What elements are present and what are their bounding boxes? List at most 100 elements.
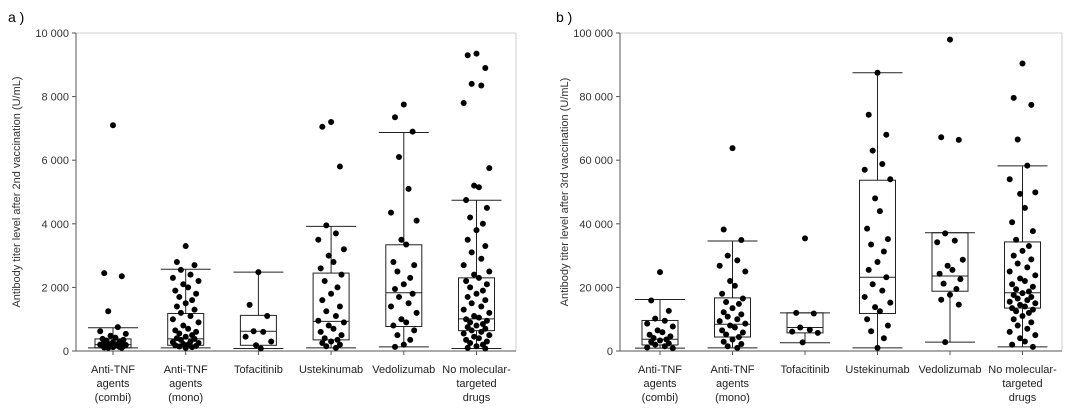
data-point	[478, 303, 485, 310]
data-point	[413, 309, 420, 316]
data-point	[195, 278, 202, 285]
data-point	[464, 52, 471, 59]
data-point	[464, 236, 471, 243]
data-point	[1017, 301, 1024, 308]
data-point	[1019, 290, 1026, 297]
data-point	[468, 249, 475, 256]
data-point	[398, 236, 405, 243]
data-point	[727, 278, 734, 285]
data-point	[471, 182, 478, 189]
panel-a: a ) 0 2 000 4 000 6 000 8 000 10 000 Antibody t…	[8, 9, 517, 404]
data-point	[460, 306, 467, 313]
data-point	[938, 134, 945, 141]
data-point	[180, 322, 187, 329]
data-point	[957, 276, 964, 283]
category-label: Anti-TNF	[711, 364, 755, 376]
data-point	[738, 237, 745, 244]
data-point	[486, 332, 493, 339]
data-point	[315, 236, 322, 243]
data-point	[479, 320, 486, 327]
data-point	[1028, 293, 1035, 300]
data-point	[242, 333, 249, 340]
data-point	[189, 297, 196, 304]
data-point	[463, 316, 470, 323]
data-point	[336, 341, 343, 348]
data-point	[1009, 305, 1016, 312]
y-tick-label: 4 000	[41, 219, 69, 231]
data-point	[1028, 256, 1035, 263]
data-point	[411, 327, 418, 334]
data-point	[1013, 286, 1020, 293]
y-tick-label: 80 000	[579, 92, 613, 104]
data-point	[951, 237, 958, 244]
data-point	[810, 310, 817, 317]
data-point	[799, 339, 806, 346]
data-point	[336, 163, 343, 170]
box-iqr	[859, 179, 896, 314]
data-point	[669, 323, 676, 330]
data-point	[1025, 309, 1032, 316]
data-point	[255, 269, 262, 276]
data-point	[323, 308, 330, 315]
data-point	[661, 317, 668, 324]
data-point	[1010, 94, 1017, 101]
data-point	[734, 316, 741, 323]
data-point	[101, 270, 108, 277]
data-point	[486, 268, 493, 275]
data-point	[246, 301, 253, 308]
data-point	[482, 64, 489, 71]
data-point	[177, 266, 184, 273]
data-point	[464, 344, 471, 351]
data-point	[407, 274, 414, 281]
data-point	[325, 252, 332, 259]
data-point	[865, 266, 872, 273]
data-point	[947, 291, 953, 298]
data-point	[463, 278, 470, 285]
data-point	[463, 336, 470, 343]
data-point	[334, 284, 341, 291]
y-tick-label: 20 000	[579, 282, 613, 294]
data-point	[332, 313, 339, 320]
data-point	[652, 341, 659, 348]
data-point	[253, 342, 259, 349]
data-point	[398, 316, 405, 323]
data-point	[727, 322, 734, 329]
category-label: No molecular-	[988, 364, 1057, 376]
data-point	[328, 338, 335, 345]
data-point	[657, 337, 663, 344]
y-tick-label: 8 000	[41, 92, 69, 104]
data-point	[731, 282, 738, 289]
data-point	[1006, 298, 1013, 305]
data-point	[330, 325, 337, 332]
data-point	[483, 317, 490, 324]
data-point	[716, 318, 723, 325]
data-point	[176, 343, 183, 350]
data-point	[482, 325, 489, 332]
data-point	[400, 281, 407, 288]
data-point	[479, 220, 486, 227]
data-point	[323, 222, 330, 229]
data-point	[332, 344, 339, 351]
category-label: targeted	[1002, 378, 1042, 390]
data-point	[884, 236, 891, 243]
y-tick-label: 10 000	[35, 28, 69, 40]
data-point	[475, 274, 482, 281]
data-point	[1021, 338, 1028, 345]
data-point	[644, 320, 651, 327]
data-point	[460, 262, 467, 269]
data-point	[723, 331, 730, 338]
data-point	[1009, 281, 1016, 288]
data-point	[338, 332, 345, 339]
y-tick-label: 2 000	[41, 282, 69, 294]
data-point	[409, 290, 416, 297]
data-point	[887, 299, 894, 306]
data-point	[1006, 268, 1013, 275]
data-point	[654, 327, 661, 334]
data-point	[724, 343, 731, 350]
category-label: Ustekinumab	[845, 364, 909, 376]
data-point	[392, 285, 398, 292]
data-point	[806, 326, 813, 333]
y-tick-label: 40 000	[579, 219, 613, 231]
box-iqr	[641, 319, 679, 346]
data-point	[483, 338, 490, 345]
